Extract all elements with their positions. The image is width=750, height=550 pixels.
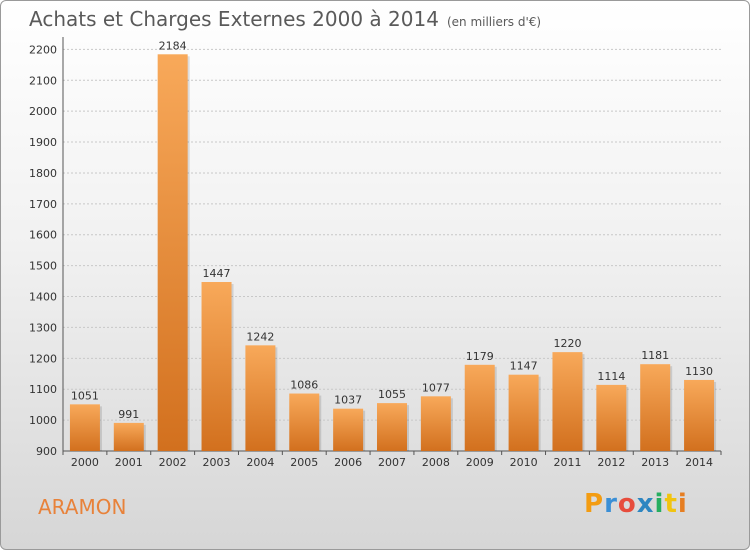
y-tick-label: 1800 [29,167,57,180]
logo-letter: P [584,489,605,519]
logo-letter: r [604,489,618,519]
data-label: 1220 [553,337,581,350]
x-tick-label: 2005 [290,456,318,469]
bar [640,364,671,451]
y-tick-label: 2200 [29,43,57,56]
bar [289,393,320,451]
x-tick-label: 2007 [378,456,406,469]
bar [157,54,188,452]
y-tick-label: 1500 [29,260,57,273]
x-tick-label: 2014 [685,456,713,469]
y-tick-label: 1700 [29,198,57,211]
logo-letter: t [664,489,678,519]
y-tick-label: 2100 [29,74,57,87]
data-label: 1130 [685,365,713,378]
chart-title-text: Achats et Charges Externes 2000 à 2014 [29,7,439,31]
y-tick-label: 1900 [29,136,57,149]
chart-subtitle: (en milliers d'€) [446,15,542,29]
x-tick-label: 2001 [115,456,143,469]
proxiti-logo[interactable]: Proxiti [584,489,688,519]
logo-letter: o [617,489,637,519]
data-label: 1055 [378,388,406,401]
bar [333,408,364,451]
data-label: 991 [118,408,139,421]
bar [552,352,583,451]
data-label: 1147 [510,360,538,373]
bar [201,282,232,451]
bar [508,374,539,451]
x-tick-label: 2011 [553,456,581,469]
place-name: ARAMON [38,495,127,519]
y-tick-label: 1400 [29,291,57,304]
bar [377,403,407,451]
y-tick-label: 1200 [29,352,57,365]
x-tick-label: 2013 [641,456,669,469]
data-label: 2184 [159,39,187,52]
x-tick-label: 2000 [71,456,99,469]
x-tick-label: 2004 [246,456,274,469]
data-label: 1447 [203,267,231,280]
bar [420,396,451,451]
bars [69,54,717,452]
bar [113,422,144,451]
data-label: 1242 [246,330,274,343]
data-label: 1114 [597,370,625,383]
data-label: 1179 [466,350,494,363]
x-tick-label: 2008 [422,456,450,469]
logo-letter: i [677,489,688,519]
bar [69,404,100,451]
data-label: 1077 [422,381,450,394]
y-tick-label: 1300 [29,321,57,334]
x-tick-label: 2009 [466,456,494,469]
x-tick-label: 2012 [597,456,625,469]
bar [464,364,495,451]
data-label: 1181 [641,349,669,362]
labels: 900 1000 1100 1200 1300 1400 1500 1600 1700 1800 1… [29,39,713,469]
data-label: 1051 [71,389,99,402]
bar [245,345,276,451]
x-tick-label: 2010 [510,456,538,469]
data-label: 1086 [290,379,318,392]
x-tick-label: 2002 [159,456,187,469]
logo-letter: i [654,489,665,519]
logo-letter: x [636,489,655,519]
y-tick-label: 1000 [29,414,57,427]
y-tick-label: 2000 [29,105,57,118]
chart-title: Achats et Charges Externes 2000 à 2014 (e… [29,7,541,31]
bar [596,384,627,451]
bar [684,379,715,451]
x-tick-label: 2006 [334,456,362,469]
y-tick-label: 1100 [29,383,57,396]
data-label: 1037 [334,394,362,407]
y-tick-label: 1600 [29,229,57,242]
x-tick-label: 2003 [203,456,231,469]
y-tick-label: 900 [36,445,57,458]
